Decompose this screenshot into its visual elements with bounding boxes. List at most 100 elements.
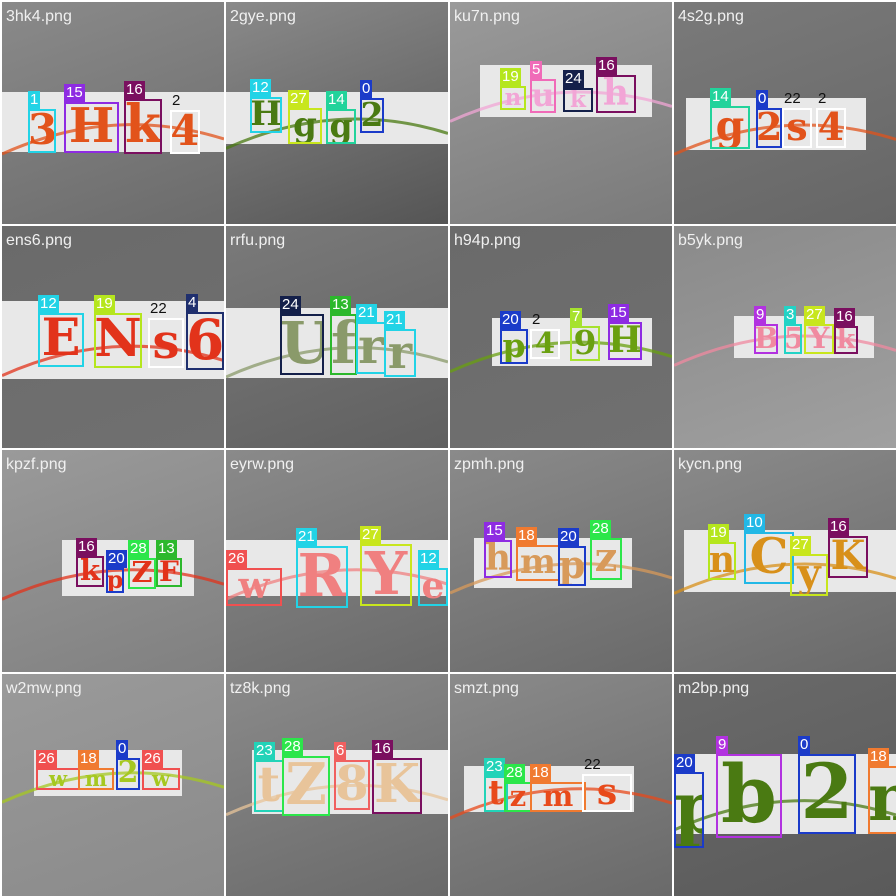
captcha-glyph: 6 xyxy=(186,312,224,370)
class-id-label: 12 xyxy=(250,79,271,97)
captcha-glyph: p xyxy=(106,568,124,593)
class-id-label: 18 xyxy=(78,750,99,768)
captcha-glyph: g xyxy=(293,108,317,144)
class-id-label: 16 xyxy=(596,57,617,75)
detection-box xyxy=(798,754,856,834)
captcha-glyph: r xyxy=(358,322,384,374)
tile-filename: eyrw.png xyxy=(230,456,295,473)
captcha-glyph: 4 xyxy=(170,110,200,154)
captcha-glyph: p xyxy=(558,546,586,586)
captcha-tile: U 24 f 13 r 21 r 21 rrfu.png xyxy=(226,226,448,448)
detection-box xyxy=(570,326,600,361)
detection-box xyxy=(530,329,560,359)
captcha-tile: h 15 m 18 p 20 z 28 zpmh.png xyxy=(450,450,672,672)
captcha-image-strip xyxy=(674,754,896,834)
captcha-glyph: w xyxy=(151,768,171,790)
captcha-glyph: n xyxy=(504,86,522,110)
detection-box xyxy=(784,324,802,354)
captcha-glyph: e xyxy=(421,568,445,606)
captcha-tile: E 12 N 19 s 22 6 4 ens6.png xyxy=(2,226,224,448)
class-id-label: 0 xyxy=(798,736,811,754)
captcha-tile: p20b920m18m2bp.png xyxy=(674,674,896,896)
class-id-label: 2 xyxy=(532,311,541,328)
detection-box xyxy=(834,326,858,354)
class-id-label: 26 xyxy=(36,750,57,768)
detection-box xyxy=(530,79,556,113)
captcha-glyph: K xyxy=(830,536,866,578)
tile-filename: m2bp.png xyxy=(678,680,750,697)
noise-curve xyxy=(674,562,896,595)
class-id-label: 19 xyxy=(94,295,115,313)
detection-box xyxy=(500,329,528,364)
captcha-glyph: s xyxy=(152,318,180,368)
captcha-glyph: 2 xyxy=(800,754,854,834)
detection-box xyxy=(250,97,282,133)
captcha-glyph: w xyxy=(48,768,68,790)
detection-box xyxy=(804,324,834,354)
captcha-glyph: C xyxy=(749,532,789,584)
captcha-tile: p 20 4 2 9 7 H 15 h94p.png xyxy=(450,226,672,448)
class-id-label: 19 xyxy=(708,524,729,542)
detection-box xyxy=(563,88,593,112)
tile-filename: rrfu.png xyxy=(230,232,286,249)
class-id-label: 10 xyxy=(744,514,765,532)
captcha-glyph: m xyxy=(520,545,556,581)
detection-box xyxy=(280,314,324,375)
captcha-tile: H 12 g 27 g 14 2 0 2gye.png xyxy=(226,2,448,224)
class-id-label: 18 xyxy=(868,748,889,766)
class-id-label: 0 xyxy=(360,80,373,98)
class-id-label: 19 xyxy=(500,68,521,86)
detection-box xyxy=(334,760,370,810)
detection-box xyxy=(754,324,778,354)
noise-curve xyxy=(450,340,672,373)
class-id-label: 12 xyxy=(38,295,59,313)
captcha-glyph: Z xyxy=(131,558,153,589)
class-id-label: 20 xyxy=(674,754,695,772)
tile-filename: smzt.png xyxy=(454,680,519,697)
captcha-glyph: 3 xyxy=(28,109,56,153)
noise-curve xyxy=(2,568,224,601)
detection-box xyxy=(76,556,104,587)
tile-filename: kycn.png xyxy=(678,456,743,473)
detection-box xyxy=(674,772,704,848)
detection-box xyxy=(116,758,140,790)
class-id-label: 14 xyxy=(326,91,347,109)
detection-box xyxy=(530,782,586,812)
class-id-label: 16 xyxy=(828,518,849,536)
detection-box xyxy=(78,768,114,790)
tile-filename: kpzf.png xyxy=(6,456,67,473)
detection-box xyxy=(504,782,532,812)
class-id-label: 20 xyxy=(558,528,579,546)
detection-box xyxy=(38,313,84,367)
detection-box xyxy=(128,558,156,589)
captcha-glyph: t xyxy=(488,776,504,812)
class-id-label: 15 xyxy=(484,522,505,540)
detection-box xyxy=(142,768,180,790)
detection-box xyxy=(356,322,386,374)
class-id-label: 21 xyxy=(356,304,377,322)
captcha-image-strip xyxy=(226,308,448,378)
noise-curve xyxy=(226,346,448,379)
class-id-label: 13 xyxy=(156,540,177,558)
detection-box xyxy=(326,109,356,144)
class-id-label: 27 xyxy=(288,90,309,108)
class-id-label: 3 xyxy=(784,306,797,324)
captcha-glyph: p xyxy=(502,329,526,364)
detection-box xyxy=(360,544,412,606)
noise-curve xyxy=(226,568,448,601)
captcha-tile: w 26 m 18 2 0 w 26 w2mw.png xyxy=(2,674,224,896)
detection-box xyxy=(500,86,526,110)
noise-curve xyxy=(450,562,672,595)
captcha-glyph: U xyxy=(280,314,324,375)
class-id-label: 28 xyxy=(282,738,303,756)
noise-curve xyxy=(450,787,672,820)
detection-box xyxy=(782,108,812,148)
class-id-label: 27 xyxy=(804,306,825,324)
captcha-glyph: y xyxy=(797,554,821,596)
tile-filename: ens6.png xyxy=(6,232,72,249)
detection-box xyxy=(744,532,794,584)
class-id-label: 24 xyxy=(280,296,301,314)
captcha-glyph: s xyxy=(596,774,618,812)
captcha-tile: k 16 p 20 Z 28 F 13 kpzf.png xyxy=(2,450,224,672)
class-id-label: 21 xyxy=(296,528,317,546)
